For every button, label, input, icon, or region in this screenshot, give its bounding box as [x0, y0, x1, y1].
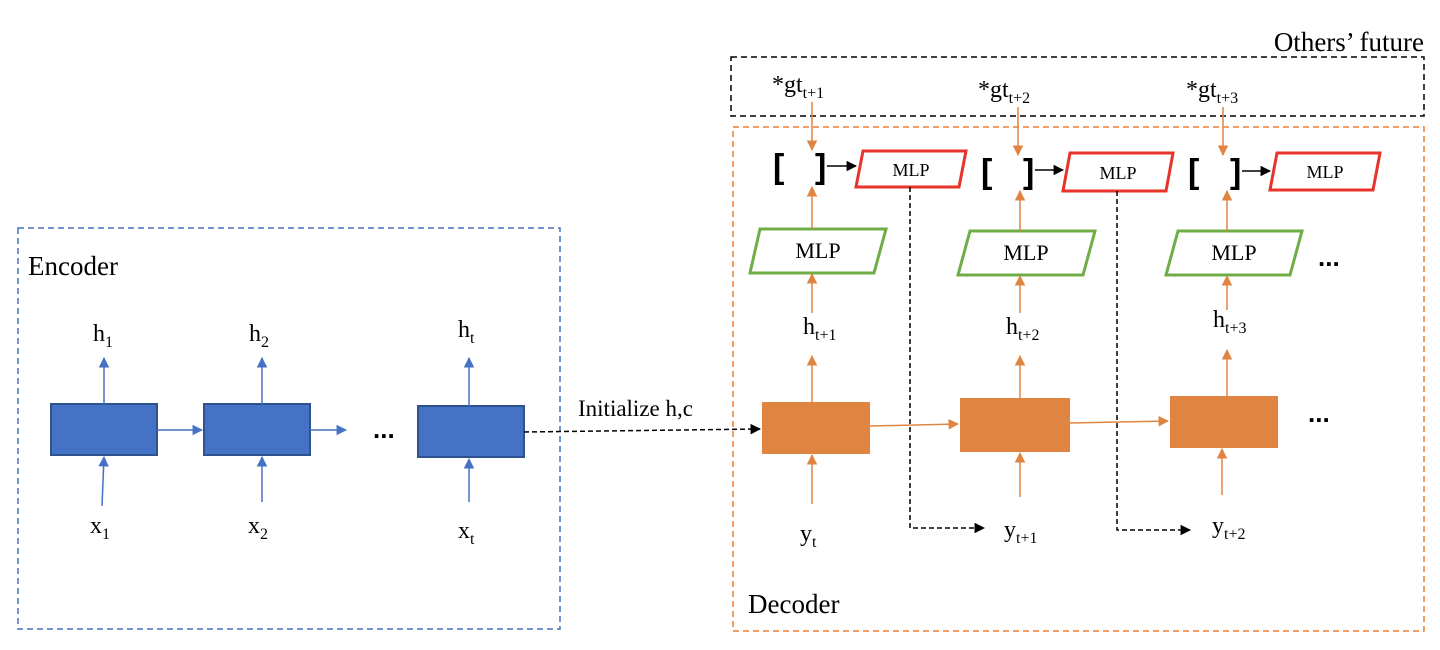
decoder-y1-label: yt — [800, 521, 817, 551]
encoder-x1-label: x1 — [90, 513, 110, 543]
red-mlp-3 — [1268, 151, 1382, 192]
initialize-label: Initialize h,c — [578, 396, 693, 421]
red-mlp-2-label: MLP — [1099, 163, 1136, 183]
green-mlp-3 — [1164, 229, 1304, 277]
red-mlp-1 — [854, 149, 968, 189]
green-mlp-3-label: MLP — [1211, 240, 1256, 265]
encoder-xt-label: xt — [458, 518, 475, 548]
bracket-open-1: [ — [773, 148, 784, 186]
encoder-x2-label: x2 — [248, 513, 268, 543]
decoder-title: Decoder — [748, 589, 839, 619]
decoder-arrow-2-3 — [1069, 415, 1170, 427]
encoder-cell-t — [417, 405, 525, 458]
encoder-title: Encoder — [28, 251, 118, 281]
gt-label-1: *gtt+1 — [772, 72, 824, 102]
bracket-open-3: [ — [1188, 153, 1199, 191]
red-mlp-1-label: MLP — [892, 160, 929, 180]
decoder-arrow-1-2 — [869, 418, 960, 430]
encoder-cell-1 — [50, 403, 158, 456]
others-future-title: Others’ future — [1274, 27, 1424, 57]
decoder-cell-1 — [762, 402, 870, 454]
encoder-h1-label: h1 — [93, 321, 113, 351]
initialize-arrow — [523, 423, 762, 435]
red-mlp-2 — [1061, 151, 1175, 193]
decoder-y2-label: yt+1 — [1004, 517, 1037, 547]
decoder-cell-ellipsis: ... — [1308, 398, 1330, 428]
decoder-h3-label: ht+3 — [1213, 307, 1246, 337]
decoder-y3-label: yt+2 — [1212, 513, 1245, 543]
gt-label-2: *gtt+2 — [978, 77, 1030, 107]
encoder-ellipsis: ... — [373, 414, 395, 444]
bracket-open-2: [ — [981, 153, 992, 191]
feedback-arrow-2 — [1116, 191, 1192, 536]
others-future-frame — [730, 56, 1425, 117]
green-mlp-1-label: MLP — [795, 238, 840, 263]
feedback-arrow-1 — [909, 187, 986, 534]
gt-label-3: *gtt+3 — [1186, 77, 1238, 107]
decoder-mlp-ellipsis: ... — [1318, 242, 1340, 272]
green-mlp-2-label: MLP — [1003, 240, 1048, 265]
bracket-close-1: ] — [815, 148, 826, 186]
encoder-ht-label: ht — [458, 317, 475, 347]
green-mlp-1 — [748, 227, 888, 275]
encoder-arrow-x1 — [98, 455, 109, 507]
decoder-frame — [732, 126, 1425, 632]
encoder-h2-label: h2 — [249, 321, 269, 351]
green-mlp-2 — [956, 229, 1097, 277]
decoder-cell-3 — [1170, 396, 1278, 448]
encoder-frame — [17, 227, 561, 630]
decoder-cell-2 — [960, 398, 1070, 452]
red-mlp-3-label: MLP — [1306, 162, 1343, 182]
bracket-close-2: ] — [1023, 153, 1034, 191]
bracket-close-3: ] — [1230, 153, 1241, 191]
encoder-cell-2 — [203, 403, 311, 456]
decoder-h2-label: ht+2 — [1006, 314, 1039, 344]
decoder-h1-label: ht+1 — [803, 314, 836, 344]
